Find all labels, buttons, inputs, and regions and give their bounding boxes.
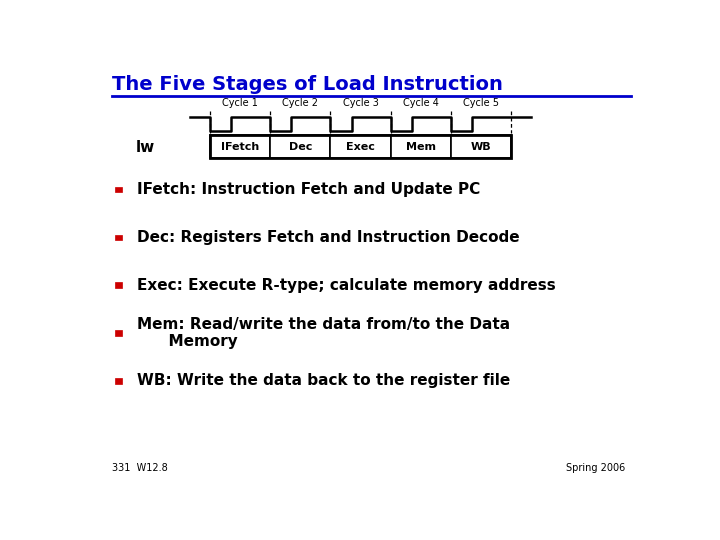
Text: Cycle 1: Cycle 1 <box>222 98 258 109</box>
Bar <box>270 136 330 158</box>
Text: Mem: Read/write the data from/to the Data
      Memory: Mem: Read/write the data from/to the Dat… <box>138 317 510 349</box>
Text: Cycle 3: Cycle 3 <box>343 98 379 109</box>
Text: Cycle 2: Cycle 2 <box>282 98 318 109</box>
Text: WB: Write the data back to the register file: WB: Write the data back to the register … <box>138 373 510 388</box>
Bar <box>115 187 122 192</box>
Bar <box>330 136 391 158</box>
Bar <box>210 136 511 158</box>
Bar <box>115 282 122 288</box>
Text: Exec: Exec <box>346 142 375 152</box>
Text: Cycle 4: Cycle 4 <box>403 98 438 109</box>
Text: Mem: Mem <box>406 142 436 152</box>
Bar <box>115 235 122 240</box>
Bar <box>451 136 511 158</box>
Text: 331  W12.8: 331 W12.8 <box>112 463 168 473</box>
Text: lw: lw <box>136 140 156 156</box>
Text: Cycle 5: Cycle 5 <box>463 98 499 109</box>
Bar <box>391 136 451 158</box>
Text: Spring 2006: Spring 2006 <box>567 463 626 473</box>
Text: Dec: Dec <box>289 142 312 152</box>
Text: IFetch: IFetch <box>221 142 259 152</box>
Text: Exec: Execute R-type; calculate memory address: Exec: Execute R-type; calculate memory a… <box>138 278 556 293</box>
Text: WB: WB <box>471 142 492 152</box>
Text: IFetch: Instruction Fetch and Update PC: IFetch: Instruction Fetch and Update PC <box>138 182 481 197</box>
Bar <box>115 330 122 336</box>
Bar <box>210 136 270 158</box>
Text: Dec: Registers Fetch and Instruction Decode: Dec: Registers Fetch and Instruction Dec… <box>138 230 520 245</box>
Text: The Five Stages of Load Instruction: The Five Stages of Load Instruction <box>112 75 503 94</box>
Bar <box>115 378 122 383</box>
